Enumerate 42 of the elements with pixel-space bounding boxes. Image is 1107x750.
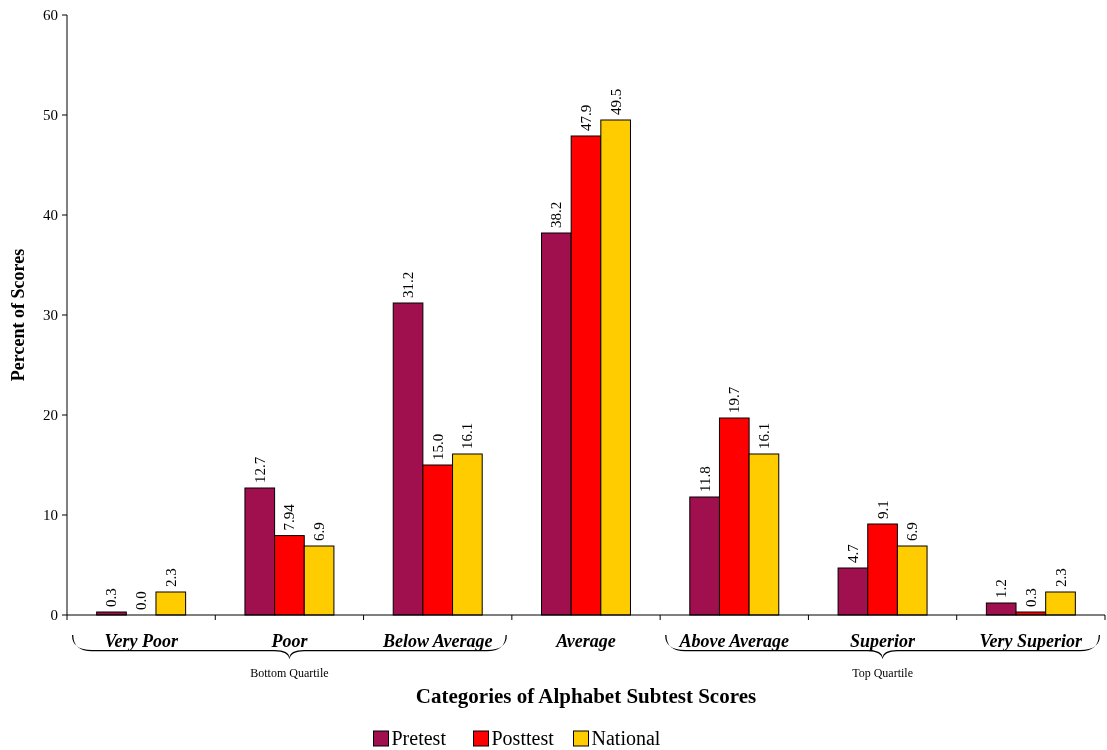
x-tick-label: Average [555, 631, 616, 651]
data-label: 4.7 [844, 543, 861, 563]
y-axis-title: Percent of Scores [8, 248, 28, 382]
data-label: 0.3 [103, 588, 120, 607]
x-tick-label: Below Average [381, 631, 493, 651]
data-label: 16.1 [459, 422, 476, 449]
data-label: 47.9 [578, 104, 594, 131]
y-tick-label: 40 [43, 207, 58, 224]
data-label: 1.2 [993, 579, 1010, 598]
legend-label: National [591, 727, 661, 749]
data-label: 12.7 [251, 456, 268, 483]
data-label: 16.1 [755, 422, 772, 449]
x-tick-label: Superior [850, 631, 917, 651]
data-label: 38.2 [548, 201, 565, 228]
x-tick-label: Poor [270, 631, 309, 651]
text: Top Quartile [852, 666, 913, 680]
data-label: 7.94 [281, 503, 298, 531]
data-label: 15.0 [429, 433, 446, 460]
data-label: 0.0 [133, 591, 150, 610]
data-label: 49.5 [607, 88, 624, 115]
y-tick-label: 0 [50, 607, 58, 624]
data-label: 11.8 [696, 466, 713, 492]
data-label: 2.3 [1052, 568, 1069, 587]
data-label: 6.9 [904, 522, 921, 541]
data-label: 9.1 [874, 500, 891, 519]
data-label: 0.3 [1022, 588, 1039, 607]
x-tick-label: Above Average [678, 631, 790, 651]
x-tick-label: Very Superior [979, 631, 1084, 651]
x-tick-label: Very Poor [104, 631, 179, 651]
data-label: 2.3 [162, 568, 179, 587]
y-tick-label: 50 [43, 107, 58, 124]
y-tick-label: 30 [43, 307, 58, 324]
x-axis-title: Categories of Alphabet Subtest Scores [415, 684, 757, 708]
y-tick-label: 60 [43, 7, 58, 24]
data-label: 31.2 [400, 271, 417, 298]
data-label: 19.7 [726, 386, 743, 413]
y-tick-label: 20 [43, 407, 58, 424]
legend-label: Posttest [491, 727, 555, 749]
y-tick-label: 10 [43, 507, 58, 524]
legend-label: Pretest [391, 727, 447, 749]
data-label: 6.9 [311, 522, 328, 541]
text: Bottom Quartile [250, 666, 329, 680]
